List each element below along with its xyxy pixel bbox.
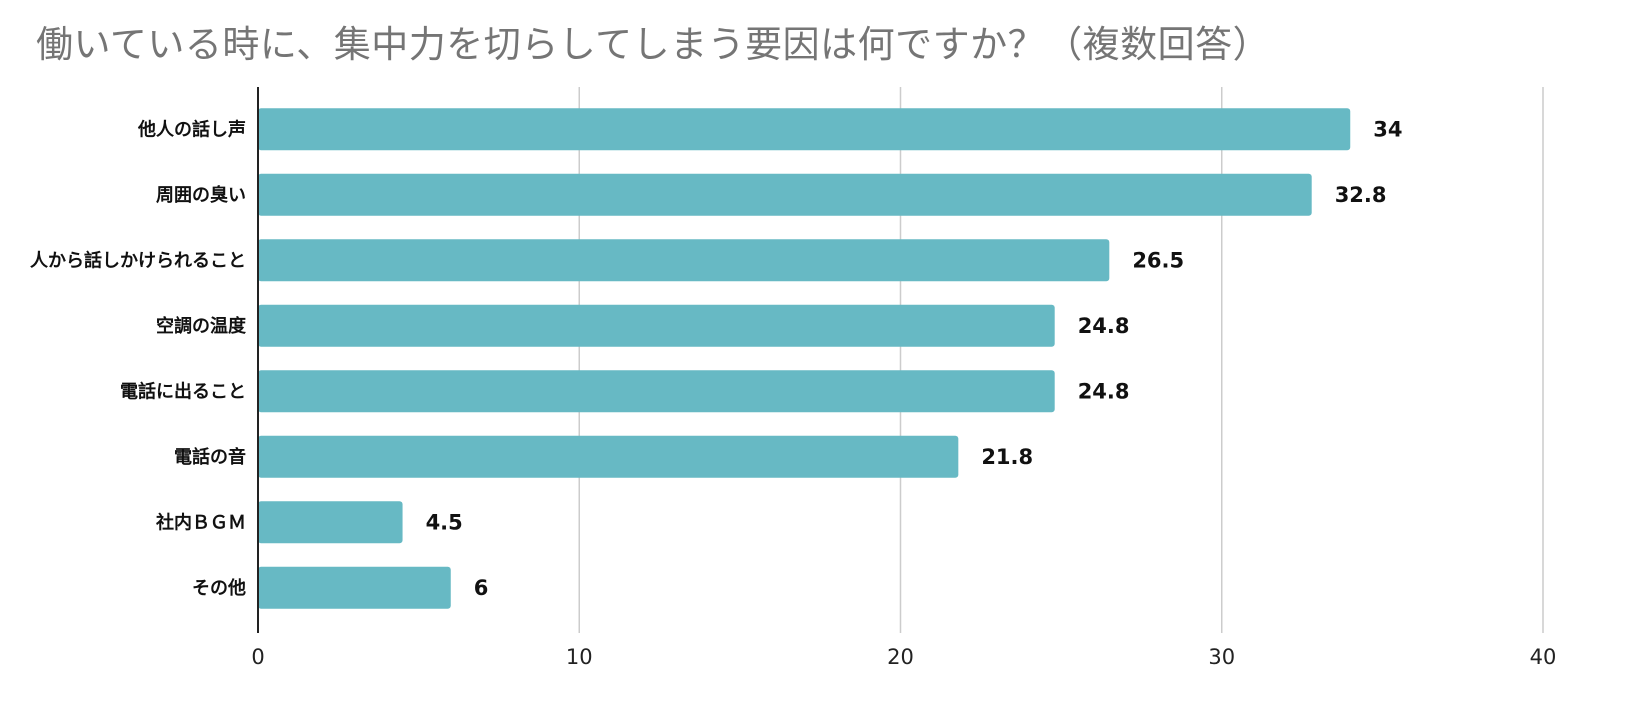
bar <box>258 370 1055 413</box>
x-tick-label: 30 <box>1208 645 1235 669</box>
value-label: 6 <box>474 576 489 600</box>
value-label: 34 <box>1373 117 1402 141</box>
category-label: 人から話しかけられること <box>30 249 246 271</box>
value-label: 21.8 <box>981 445 1033 469</box>
category-label: 電話の音 <box>174 446 246 468</box>
value-label: 26.5 <box>1132 248 1184 272</box>
x-tick-label: 0 <box>251 645 264 669</box>
x-tick-label: 40 <box>1530 645 1557 669</box>
value-label: 24.8 <box>1078 379 1130 403</box>
x-tick-label: 20 <box>887 645 914 669</box>
value-label: 4.5 <box>426 510 463 534</box>
category-label: 他人の話し声 <box>137 118 246 140</box>
bar <box>258 173 1312 216</box>
category-label: 社内ＢＧＭ <box>156 511 246 533</box>
bar <box>258 501 403 544</box>
bar <box>258 566 451 609</box>
bar <box>258 304 1055 347</box>
bar <box>258 108 1351 151</box>
bar <box>258 239 1110 282</box>
value-label: 24.8 <box>1078 314 1130 338</box>
bars <box>258 108 1351 609</box>
category-label: 周囲の臭い <box>156 184 246 206</box>
grid-lines <box>578 87 1544 633</box>
bar <box>258 435 959 478</box>
labels: 0 10 20 30 40 他人の話し声 34 周囲の臭い 32.8 人から話しかけられること 26… <box>30 117 1556 669</box>
category-label: 電話に出ること <box>120 380 246 402</box>
x-tick-label: 10 <box>566 645 593 669</box>
category-label: 空調の温度 <box>156 315 247 337</box>
chart-title: 働いている時に、集中力を切らしてしまう要因は何ですか？（複数回答） <box>36 23 1271 66</box>
category-label: その他 <box>192 577 246 599</box>
value-label: 32.8 <box>1335 183 1387 207</box>
